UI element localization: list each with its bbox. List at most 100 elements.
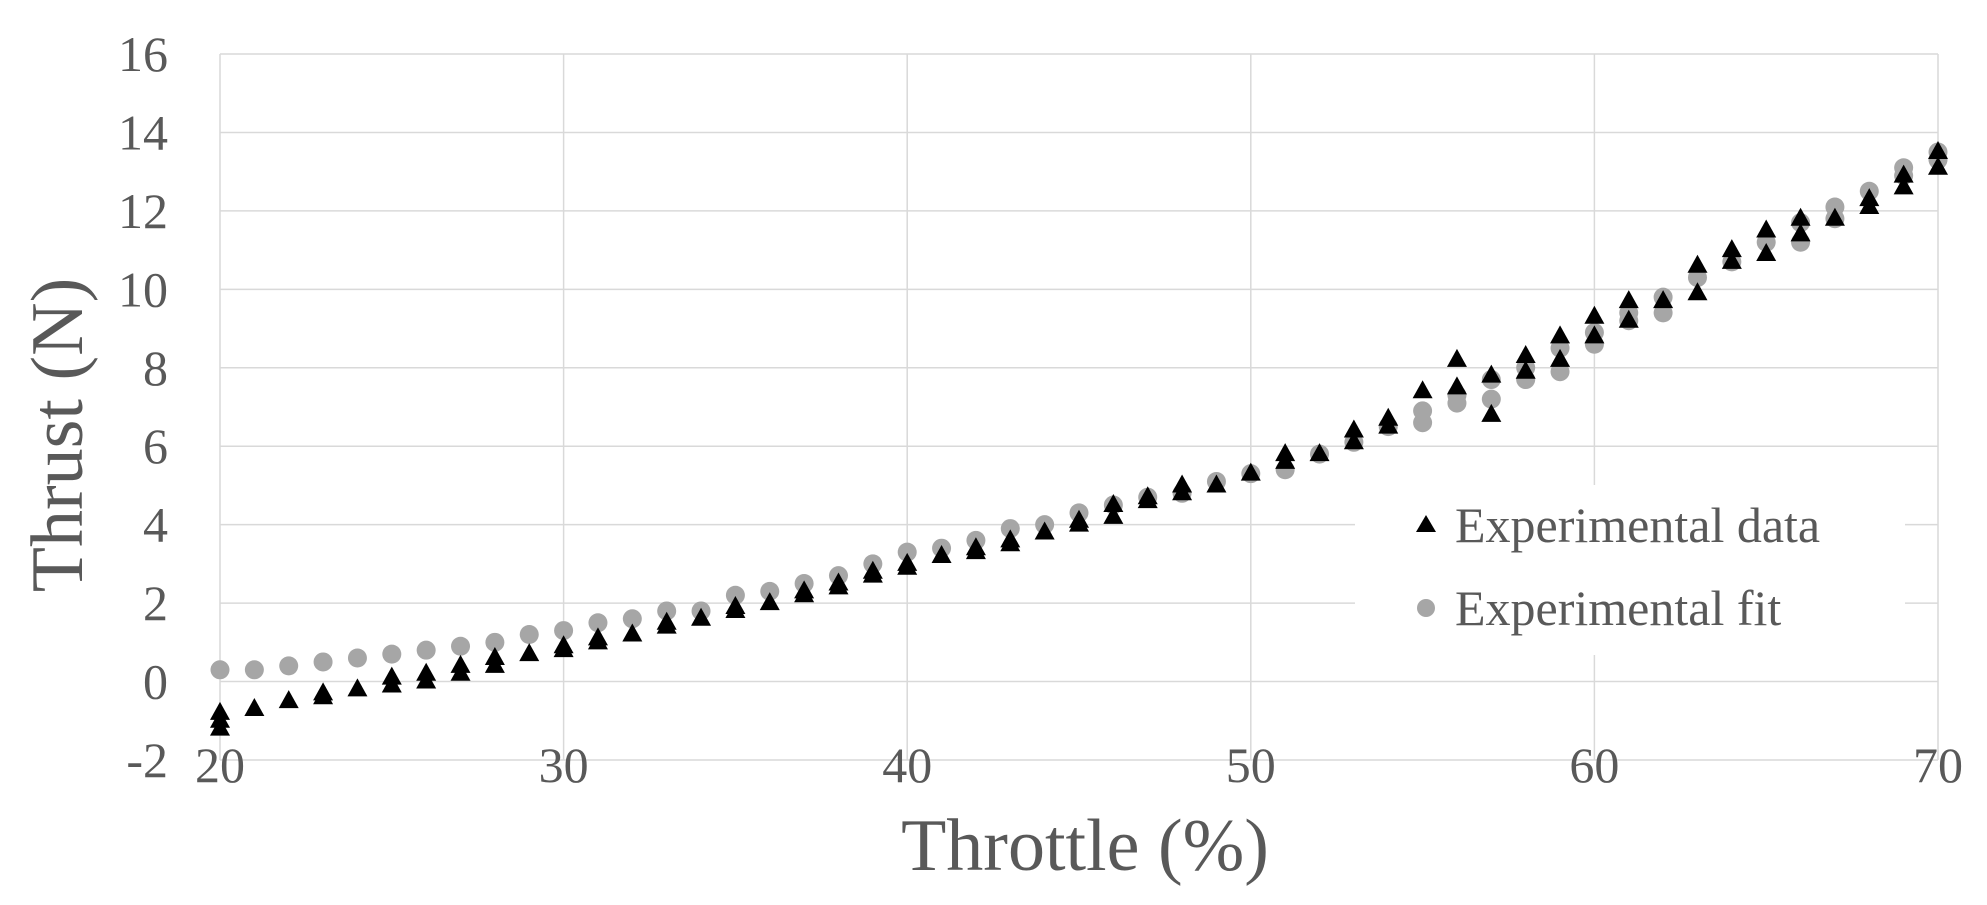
legend-label-experimental-data: Experimental data — [1455, 497, 1820, 553]
y-axis-tick-labels: -2 0 2 4 6 8 10 12 14 16 — [118, 26, 168, 788]
legend-marker-experimental-fit — [1417, 599, 1435, 617]
data-point-experimental-fit — [725, 585, 745, 605]
data-point-experimental-data — [1412, 380, 1433, 399]
data-point-experimental-data — [1378, 407, 1399, 426]
legend-marker-experimental-data — [1416, 515, 1436, 532]
data-point-experimental-data — [1618, 290, 1639, 309]
x-tick-label: 20 — [195, 737, 245, 793]
data-point-experimental-data — [1137, 486, 1158, 505]
y-tick-label: 16 — [118, 26, 168, 82]
data-point-experimental-data — [1172, 474, 1193, 493]
data-point-experimental-data — [416, 662, 437, 681]
data-point-experimental-data — [828, 572, 849, 591]
y-tick-label: 14 — [118, 104, 168, 160]
data-point-experimental-data — [1790, 207, 1811, 226]
data-point-experimental-data — [1859, 188, 1880, 207]
y-axis-title: Thrust (N) — [17, 278, 99, 592]
data-point-experimental-data — [725, 596, 746, 615]
legend-box — [1355, 485, 1905, 655]
data-point-experimental-data — [622, 623, 643, 642]
data-point-experimental-fit — [1687, 268, 1707, 288]
y-tick-label: 6 — [143, 418, 168, 474]
data-point-experimental-data — [965, 537, 986, 556]
y-tick-label: -2 — [126, 732, 168, 788]
data-point-experimental-fit — [588, 613, 608, 633]
data-point-experimental-data — [1103, 505, 1124, 524]
data-point-experimental-data — [1721, 239, 1742, 258]
data-point-experimental-data — [278, 690, 299, 709]
data-point-experimental-data — [519, 643, 540, 662]
x-tick-label: 50 — [1226, 737, 1276, 793]
data-point-experimental-fit — [554, 621, 574, 641]
data-point-experimental-fit — [1000, 519, 1020, 539]
data-point-experimental-fit — [1413, 401, 1433, 421]
data-point-experimental-data — [1309, 443, 1330, 462]
y-tick-label: 12 — [118, 183, 168, 239]
data-point-experimental-data — [587, 627, 608, 646]
data-point-experimental-data — [1446, 348, 1467, 367]
y-tick-label: 0 — [143, 654, 168, 710]
data-point-experimental-data — [1343, 419, 1364, 438]
y-tick-label: 8 — [143, 340, 168, 396]
data-point-experimental-fit — [1653, 303, 1673, 323]
data-point-experimental-fit — [1825, 197, 1845, 217]
data-point-experimental-data — [1550, 325, 1571, 344]
data-point-experimental-data — [1515, 360, 1536, 379]
x-tick-label: 40 — [882, 737, 932, 793]
data-point-experimental-data — [656, 611, 677, 630]
legend-label-experimental-fit: Experimental fit — [1455, 580, 1781, 636]
data-point-experimental-data — [1446, 376, 1467, 395]
data-point-experimental-fit — [313, 652, 333, 672]
x-axis-tick-labels: 20 30 40 50 60 70 — [195, 737, 1963, 793]
data-point-experimental-data — [484, 647, 505, 666]
data-point-experimental-data — [862, 560, 883, 579]
data-point-experimental-data — [1069, 509, 1089, 528]
data-point-experimental-fit — [244, 660, 264, 680]
data-point-experimental-data — [381, 666, 402, 685]
data-point-experimental-fit — [1550, 338, 1570, 358]
data-point-experimental-fit — [279, 656, 299, 676]
data-point-experimental-data — [691, 607, 712, 626]
data-point-experimental-data — [1618, 309, 1639, 328]
data-point-experimental-data — [1893, 164, 1914, 183]
legend: Experimental data Experimental fit — [1355, 485, 1905, 655]
data-point-experimental-data — [1481, 364, 1502, 383]
data-point-experimental-data — [1103, 494, 1124, 513]
data-point-experimental-data — [1653, 290, 1674, 309]
data-point-experimental-data — [450, 654, 471, 673]
data-point-experimental-data — [931, 545, 952, 564]
data-point-experimental-data — [210, 701, 230, 720]
data-point-experimental-data — [1824, 207, 1845, 226]
x-tick-label: 60 — [1569, 737, 1619, 793]
data-point-experimental-fit — [519, 624, 539, 644]
x-tick-label: 30 — [539, 737, 589, 793]
data-point-experimental-data — [1893, 176, 1914, 195]
data-point-experimental-data — [1034, 521, 1055, 540]
data-point-experimental-fit — [1550, 362, 1570, 382]
data-point-experimental-data — [1721, 250, 1742, 269]
x-axis-title: Throttle (%) — [901, 805, 1269, 887]
y-tick-label: 4 — [143, 497, 168, 553]
data-point-experimental-fit — [760, 581, 780, 601]
data-point-experimental-data — [1000, 529, 1021, 548]
x-tick-label: 70 — [1913, 737, 1963, 793]
data-point-experimental-data — [244, 698, 265, 717]
data-point-experimental-fit — [382, 644, 402, 664]
data-point-experimental-data — [1687, 254, 1708, 273]
data-point-experimental-data — [1756, 243, 1777, 262]
data-point-experimental-data — [794, 580, 815, 599]
data-point-experimental-data — [1928, 156, 1948, 175]
data-point-experimental-data — [1756, 219, 1777, 238]
data-point-experimental-data — [313, 682, 334, 701]
data-point-experimental-data — [1515, 345, 1536, 364]
data-point-experimental-fit — [1481, 389, 1501, 409]
data-point-experimental-data — [1584, 325, 1605, 344]
data-point-experimental-data — [1584, 305, 1605, 324]
data-point-experimental-fit — [622, 609, 642, 629]
data-point-experimental-data — [1928, 141, 1948, 160]
data-point-experimental-data — [1687, 282, 1708, 301]
y-tick-label: 2 — [143, 575, 168, 631]
data-point-experimental-data — [347, 678, 368, 697]
data-point-experimental-data — [553, 635, 574, 654]
